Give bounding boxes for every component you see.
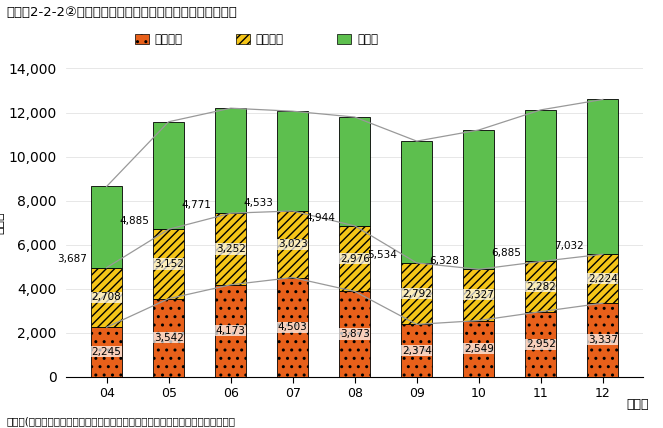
Text: 4,944: 4,944 [306, 213, 335, 223]
Text: 3,687: 3,687 [58, 254, 88, 265]
Text: 6,885: 6,885 [492, 248, 522, 258]
Text: 2,245: 2,245 [91, 347, 121, 357]
Text: 3,873: 3,873 [339, 329, 370, 339]
Bar [401, 263, 432, 324]
Bar [153, 299, 184, 377]
Legend: 国内就職, 国内進学, その他: 国内就職, 国内進学, その他 [130, 28, 383, 51]
Text: 4,885: 4,885 [119, 216, 149, 226]
Bar [525, 262, 556, 312]
Text: 3,023: 3,023 [278, 239, 308, 249]
Text: 4,771: 4,771 [182, 200, 211, 210]
Text: 2,708: 2,708 [91, 292, 121, 303]
Bar [91, 268, 122, 327]
Text: 4,503: 4,503 [278, 322, 308, 332]
Bar [463, 321, 494, 377]
Text: 2,374: 2,374 [402, 345, 432, 356]
Text: 3,542: 3,542 [154, 333, 184, 343]
Bar [215, 285, 246, 377]
Bar [339, 226, 370, 291]
Bar [525, 312, 556, 377]
Bar [401, 141, 432, 263]
Text: 5,534: 5,534 [367, 250, 398, 260]
Text: 2,224: 2,224 [588, 274, 618, 284]
Bar [339, 291, 370, 377]
Text: （年）: （年） [627, 398, 649, 411]
Bar [153, 122, 184, 229]
Bar [587, 303, 619, 377]
Text: 6,328: 6,328 [430, 256, 459, 266]
Text: 3,152: 3,152 [154, 259, 184, 269]
Bar [587, 254, 619, 303]
Text: 2,952: 2,952 [526, 339, 556, 349]
Text: 4,533: 4,533 [243, 198, 273, 208]
Bar [587, 99, 619, 254]
Text: 2,976: 2,976 [339, 254, 370, 264]
Bar [153, 229, 184, 299]
Bar [91, 187, 122, 268]
Bar [277, 211, 308, 277]
Text: 資料：(独）日本学生支援機構「外国人留学生進路状況・学位授与状況調査結果」: 資料：(独）日本学生支援機構「外国人留学生進路状況・学位授与状況調査結果」 [7, 416, 235, 426]
Bar [215, 213, 246, 285]
Text: 2,549: 2,549 [464, 344, 494, 354]
Text: 3,337: 3,337 [588, 335, 618, 345]
Bar [463, 269, 494, 321]
Text: 4,173: 4,173 [215, 326, 245, 336]
Bar [215, 108, 246, 213]
Y-axis label: （人）: （人） [0, 211, 5, 234]
Bar [525, 110, 556, 262]
Text: 3,252: 3,252 [215, 244, 245, 254]
Text: 2,792: 2,792 [402, 288, 432, 299]
Bar [339, 117, 370, 226]
Bar [401, 324, 432, 377]
Text: コラム2-2-2②図　外国人留学生の卒業後の進路（大学生）: コラム2-2-2②図 外国人留学生の卒業後の進路（大学生） [7, 6, 237, 19]
Bar [277, 111, 308, 211]
Text: 2,327: 2,327 [464, 290, 494, 300]
Bar [277, 277, 308, 377]
Bar [463, 130, 494, 269]
Bar [91, 327, 122, 377]
Text: 7,032: 7,032 [554, 241, 583, 251]
Text: 2,282: 2,282 [526, 282, 556, 291]
